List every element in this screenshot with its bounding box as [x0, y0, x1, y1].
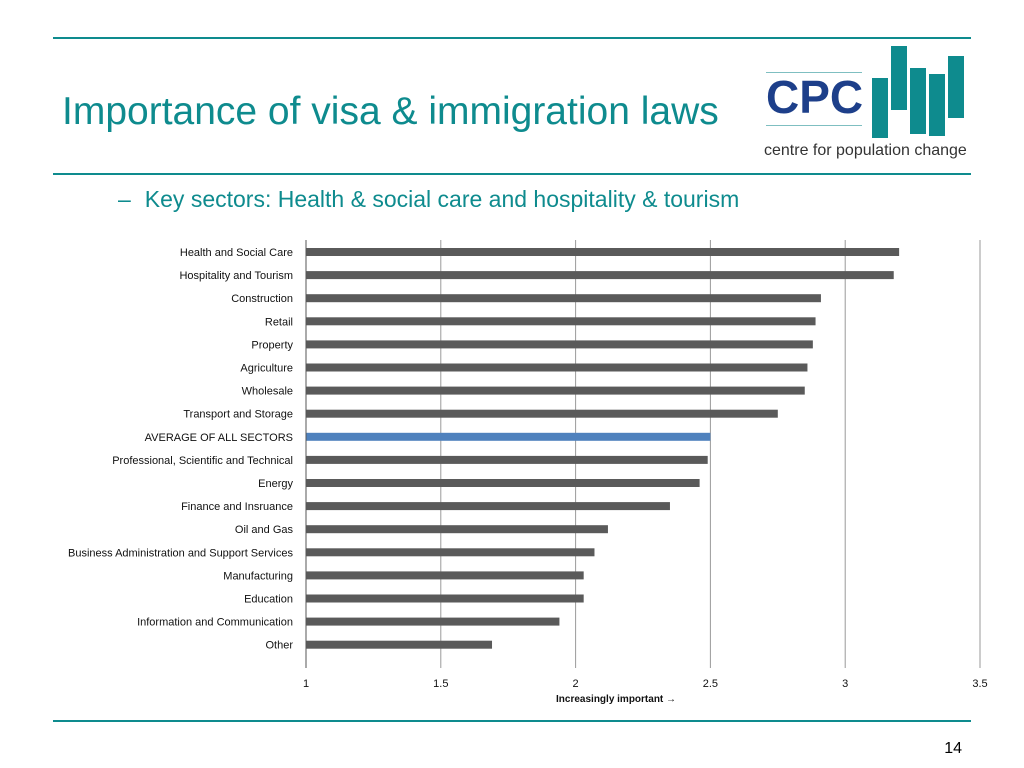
category-label: Wholesale	[242, 386, 293, 398]
category-label: Agriculture	[240, 363, 293, 375]
category-label: Energy	[258, 478, 293, 490]
logo-bar-3	[910, 68, 926, 134]
x-tick-label: 3	[842, 678, 848, 690]
category-label: Health and Social Care	[180, 247, 293, 259]
x-tick-label: 2.5	[703, 678, 718, 690]
cpc-logo: CPC centre for population change	[760, 44, 970, 164]
bar	[306, 640, 493, 649]
bar	[306, 317, 816, 326]
logo-tagline: centre for population change	[764, 142, 967, 159]
logo-rule-top	[766, 72, 862, 73]
bar	[306, 409, 778, 418]
category-label: Finance and Insruance	[181, 501, 293, 513]
x-tick-label: 1	[303, 678, 309, 690]
footer-rule	[53, 720, 971, 722]
logo-rule-bottom	[766, 125, 862, 126]
category-label: Education	[244, 594, 293, 606]
bar	[306, 294, 821, 303]
category-label: Retail	[265, 316, 293, 328]
slide-subtitle: – Key sectors: Health & social care and h…	[118, 186, 739, 213]
logo-bar-5	[948, 56, 964, 118]
category-label: Oil and Gas	[235, 524, 294, 536]
bar	[306, 340, 813, 349]
category-label: Professional, Scientific and Technical	[112, 455, 293, 467]
logo-bars-graphic	[872, 46, 964, 138]
category-label: Property	[251, 339, 293, 351]
bar	[306, 386, 805, 395]
category-label: Other	[265, 640, 293, 652]
top-rule	[53, 37, 971, 39]
bar-chart: Health and Social Care Hospitality and To…	[68, 240, 988, 705]
x-tick-label: 1.5	[433, 678, 448, 690]
page-number: 14	[944, 740, 962, 757]
category-label: Manufacturing	[223, 570, 293, 582]
average-bar	[306, 432, 711, 441]
x-axis-title: Increasingly important →	[556, 694, 676, 705]
category-label: Hospitality and Tourism	[179, 270, 293, 282]
category-label: Information and Communication	[137, 617, 293, 629]
bar	[306, 479, 700, 487]
x-tick-label: 2	[573, 678, 579, 690]
subtitle-dash: –	[118, 186, 131, 212]
logo-bar-2	[891, 46, 907, 110]
bar	[306, 617, 560, 626]
bar	[306, 571, 584, 580]
bar	[306, 548, 595, 557]
bar	[306, 363, 808, 372]
x-tick-label: 3.5	[972, 678, 987, 690]
category-label: AVERAGE OF ALL SECTORS	[145, 432, 293, 444]
slide-title: Importance of visa & immigration laws	[62, 90, 719, 133]
logo-bar-1	[872, 78, 888, 138]
category-label: Business Administration and Support Serv…	[68, 547, 294, 559]
category-label: Construction	[231, 293, 293, 305]
bar	[306, 502, 670, 511]
bar	[306, 271, 894, 280]
bar	[306, 455, 708, 464]
bar	[306, 248, 900, 256]
subtitle-text: Key sectors: Health & social care and ho…	[144, 186, 740, 212]
logo-abbr: CPC	[766, 71, 864, 123]
bar	[306, 594, 584, 603]
logo-bar-4	[929, 74, 945, 136]
header-rule	[53, 173, 971, 175]
bar	[306, 525, 608, 534]
category-label: Transport and Storage	[183, 409, 293, 421]
